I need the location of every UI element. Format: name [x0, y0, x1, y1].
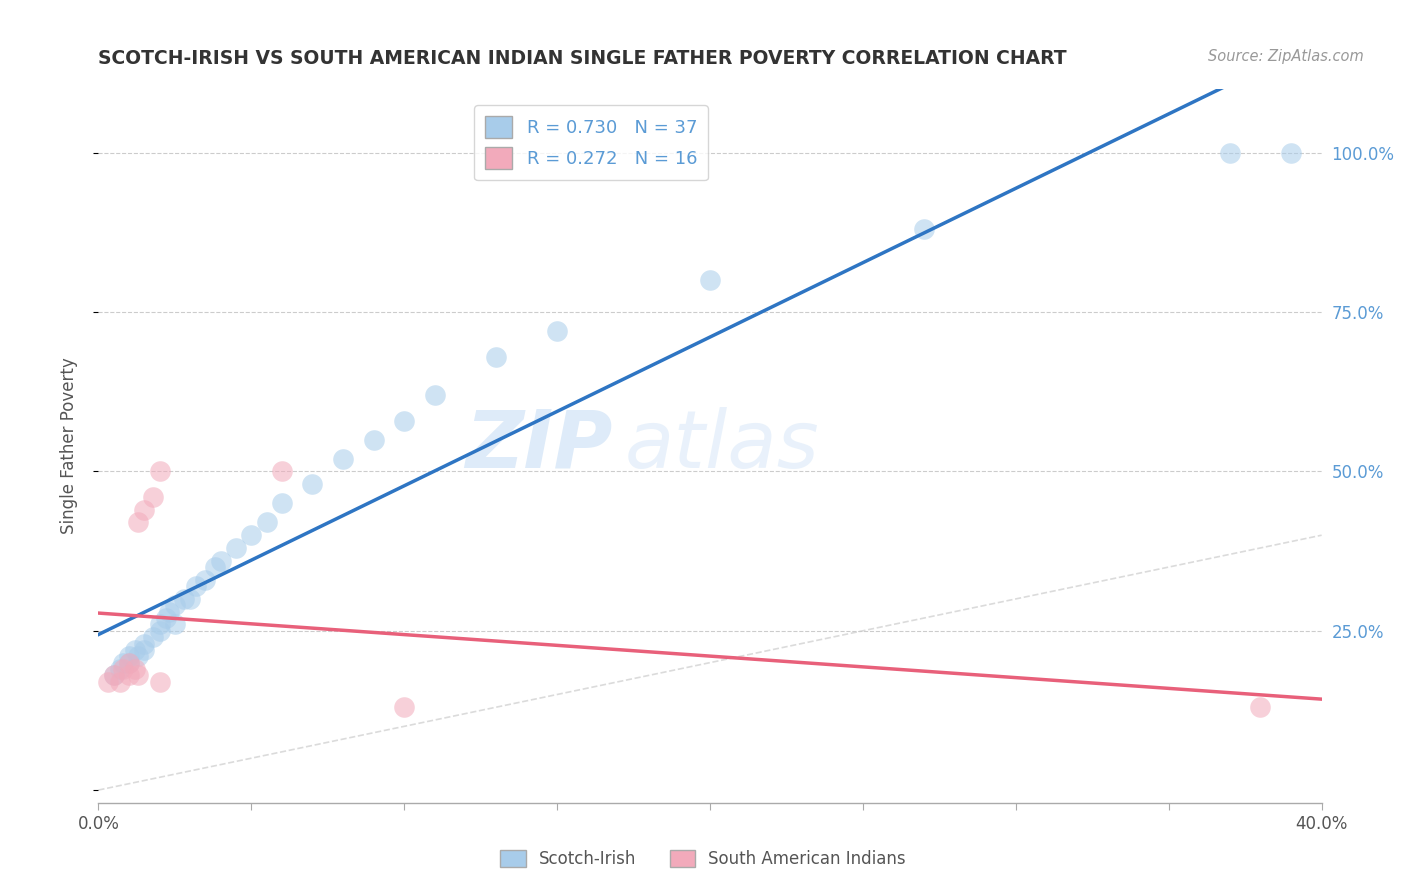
Point [149, 624, 172, 638]
Point [118, 656, 141, 670]
Point [142, 630, 165, 644]
Text: SCOTCH-IRISH VS SOUTH AMERICAN INDIAN SINGLE FATHER POVERTY CORRELATION CHART: SCOTCH-IRISH VS SOUTH AMERICAN INDIAN SI… [98, 49, 1067, 68]
Point [103, 668, 125, 682]
Point [363, 433, 385, 447]
Point [111, 656, 134, 670]
Point [1219, 145, 1241, 160]
Y-axis label: Single Father Poverty: Single Father Poverty [59, 358, 77, 534]
Point [204, 560, 226, 574]
Legend: Scotch-Irish, South American Indians: Scotch-Irish, South American Indians [494, 843, 912, 875]
Point [423, 388, 446, 402]
Point [97, 674, 120, 689]
Point [142, 490, 165, 504]
Point [127, 668, 149, 682]
Point [194, 573, 217, 587]
Point [108, 674, 131, 689]
Point [186, 579, 208, 593]
Point [118, 656, 141, 670]
Point [225, 541, 247, 555]
Point [270, 496, 292, 510]
Point [124, 662, 146, 676]
Point [699, 273, 721, 287]
Point [103, 668, 125, 682]
Point [134, 502, 156, 516]
Point [108, 662, 131, 676]
Point [240, 528, 263, 542]
Point [118, 649, 141, 664]
Legend: R = 0.730   N = 37, R = 0.272   N = 16: R = 0.730 N = 37, R = 0.272 N = 16 [474, 105, 709, 180]
Point [332, 451, 354, 466]
Text: ZIP: ZIP [465, 407, 612, 485]
Point [179, 591, 201, 606]
Point [134, 636, 156, 650]
Point [270, 465, 292, 479]
Point [1279, 145, 1302, 160]
Point [301, 477, 323, 491]
Point [163, 617, 186, 632]
Point [392, 700, 416, 714]
Point [256, 516, 278, 530]
Point [912, 222, 935, 236]
Point [209, 554, 232, 568]
Point [392, 413, 416, 427]
Point [127, 649, 149, 664]
Point [155, 611, 177, 625]
Point [127, 516, 149, 530]
Point [118, 668, 141, 682]
Point [149, 674, 172, 689]
Point [485, 350, 508, 364]
Point [173, 591, 195, 606]
Text: Source: ZipAtlas.com: Source: ZipAtlas.com [1208, 49, 1364, 64]
Point [149, 465, 172, 479]
Point [157, 605, 180, 619]
Point [134, 643, 156, 657]
Point [124, 643, 146, 657]
Point [546, 324, 568, 338]
Text: atlas: atlas [624, 407, 820, 485]
Point [1249, 700, 1271, 714]
Point [149, 617, 172, 632]
Point [111, 662, 134, 676]
Point [163, 599, 186, 613]
